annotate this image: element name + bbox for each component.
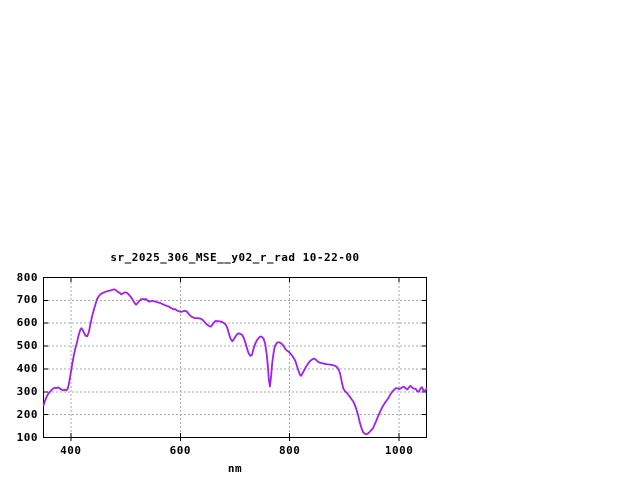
data-line (43, 288, 428, 436)
y-tick-label: 600 (16, 316, 38, 330)
x-tick-label: 1000 (384, 444, 414, 457)
y-tick-label: 200 (16, 407, 38, 421)
chart-title: sr_2025_306_MSE__y02_r_rad 10-22-00 (110, 251, 360, 264)
y-tick-label: 500 (16, 339, 38, 353)
x-tick-label: 800 (279, 444, 301, 457)
x-axis-label: nm (227, 462, 243, 475)
y-tick-label: 300 (16, 384, 38, 398)
y-tick-label: 700 (16, 293, 38, 307)
plot-border (43, 277, 427, 438)
x-tick-label: 600 (169, 444, 191, 457)
y-tick-label: 400 (16, 361, 38, 375)
y-tick-label: 800 (16, 270, 38, 284)
plot-svg (43, 277, 428, 441)
y-tick-label: 100 (16, 430, 38, 444)
x-tick-label: 400 (60, 444, 82, 457)
